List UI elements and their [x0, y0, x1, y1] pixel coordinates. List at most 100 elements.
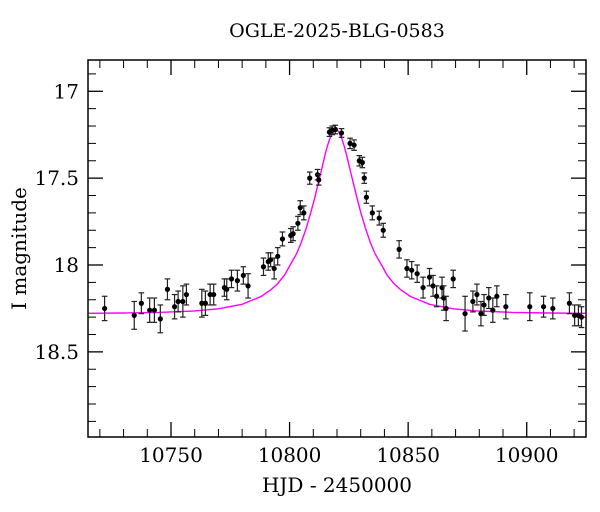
- data-point: [380, 222, 387, 238]
- data-point: [420, 276, 426, 299]
- data-point: [575, 304, 582, 327]
- data-point-marker: [566, 300, 573, 306]
- data-point-marker: [503, 304, 509, 310]
- data-point-marker: [527, 304, 533, 310]
- data-point: [462, 295, 468, 332]
- data-point: [369, 205, 376, 221]
- data-point: [329, 125, 336, 136]
- data-point: [279, 231, 286, 247]
- data-point: [485, 286, 492, 310]
- data-point: [101, 295, 108, 322]
- data-point: [228, 269, 235, 289]
- data-point: [151, 297, 158, 323]
- data-point-marker: [183, 291, 190, 298]
- data-point-marker: [338, 130, 345, 136]
- data-point-marker: [271, 265, 277, 272]
- data-point-marker: [414, 271, 420, 277]
- data-point: [315, 174, 322, 186]
- data-point-marker: [279, 236, 286, 242]
- y-tick-label: 17.5: [34, 166, 79, 190]
- y-tick-label: 18: [54, 253, 79, 277]
- y-tick-label: 18.5: [34, 340, 79, 364]
- data-point-marker: [316, 177, 322, 183]
- data-point-marker: [550, 305, 556, 312]
- data-point-marker: [207, 291, 213, 298]
- data-point-marker: [486, 295, 492, 301]
- data-point: [202, 290, 209, 316]
- data-point-marker: [175, 298, 181, 305]
- x-tick-label: 10750: [139, 443, 203, 467]
- data-point-marker: [234, 278, 240, 284]
- x-tick-label: 10850: [376, 443, 440, 467]
- data-point: [260, 257, 267, 277]
- data-point: [240, 266, 247, 285]
- data-point: [175, 290, 181, 313]
- data-point-marker: [351, 142, 357, 148]
- data-point: [578, 306, 585, 329]
- data-point: [164, 278, 171, 301]
- data-point: [470, 290, 476, 313]
- data-point: [550, 297, 556, 320]
- data-point-marker: [361, 175, 367, 181]
- data-point-marker: [443, 305, 449, 312]
- chart-title: OGLE-2025-BLG-0583: [229, 20, 445, 42]
- data-point-marker: [171, 304, 178, 310]
- data-point-marker: [572, 312, 578, 318]
- data-point: [338, 128, 345, 138]
- data-point-marker: [540, 304, 547, 310]
- data-point-marker: [131, 312, 137, 318]
- data-point-marker: [147, 307, 153, 313]
- y-axis-label: I magnitude: [7, 187, 31, 310]
- data-point: [503, 293, 509, 320]
- data-point: [426, 267, 433, 287]
- data-point: [180, 285, 186, 318]
- data-point-marker: [396, 246, 402, 252]
- data-point: [146, 297, 153, 323]
- data-point: [443, 295, 449, 322]
- data-point-marker: [430, 283, 436, 289]
- x-tick-label: 10800: [258, 443, 322, 467]
- data-point-marker: [228, 276, 235, 282]
- data-points-layer: [101, 124, 585, 334]
- data-point-marker: [245, 283, 251, 289]
- data-point-marker: [211, 291, 217, 298]
- data-point: [295, 215, 301, 231]
- data-point-marker: [202, 300, 208, 306]
- data-point-marker: [332, 126, 338, 133]
- data-point-marker: [369, 210, 375, 216]
- data-point: [494, 285, 500, 308]
- data-point: [414, 264, 420, 283]
- data-point-marker: [301, 210, 307, 216]
- data-point: [474, 283, 480, 306]
- data-point-marker: [376, 215, 382, 221]
- data-point-marker: [474, 291, 480, 298]
- data-point-marker: [164, 286, 171, 292]
- data-point: [223, 278, 230, 301]
- data-point-marker: [151, 307, 157, 313]
- data-point: [404, 259, 410, 278]
- data-point-marker: [481, 302, 487, 308]
- data-point: [351, 139, 357, 151]
- data-point: [138, 292, 145, 315]
- data-point-marker: [359, 159, 365, 166]
- data-point-marker: [180, 298, 186, 305]
- data-point: [490, 297, 496, 323]
- data-point: [290, 226, 296, 242]
- data-point: [234, 269, 241, 292]
- data-point: [347, 137, 353, 150]
- data-point: [566, 292, 573, 315]
- data-point-marker: [578, 314, 585, 320]
- data-point: [540, 295, 547, 318]
- data-point: [359, 156, 366, 169]
- data-point-marker: [199, 300, 205, 306]
- data-point: [183, 283, 190, 306]
- data-point: [433, 285, 440, 308]
- data-point: [408, 260, 415, 280]
- data-point-marker: [420, 284, 426, 291]
- data-point: [245, 273, 251, 299]
- data-point-marker: [290, 231, 296, 237]
- data-point-marker: [404, 265, 410, 272]
- data-point-marker: [494, 293, 500, 299]
- data-point-marker: [409, 267, 415, 273]
- data-point: [301, 205, 307, 221]
